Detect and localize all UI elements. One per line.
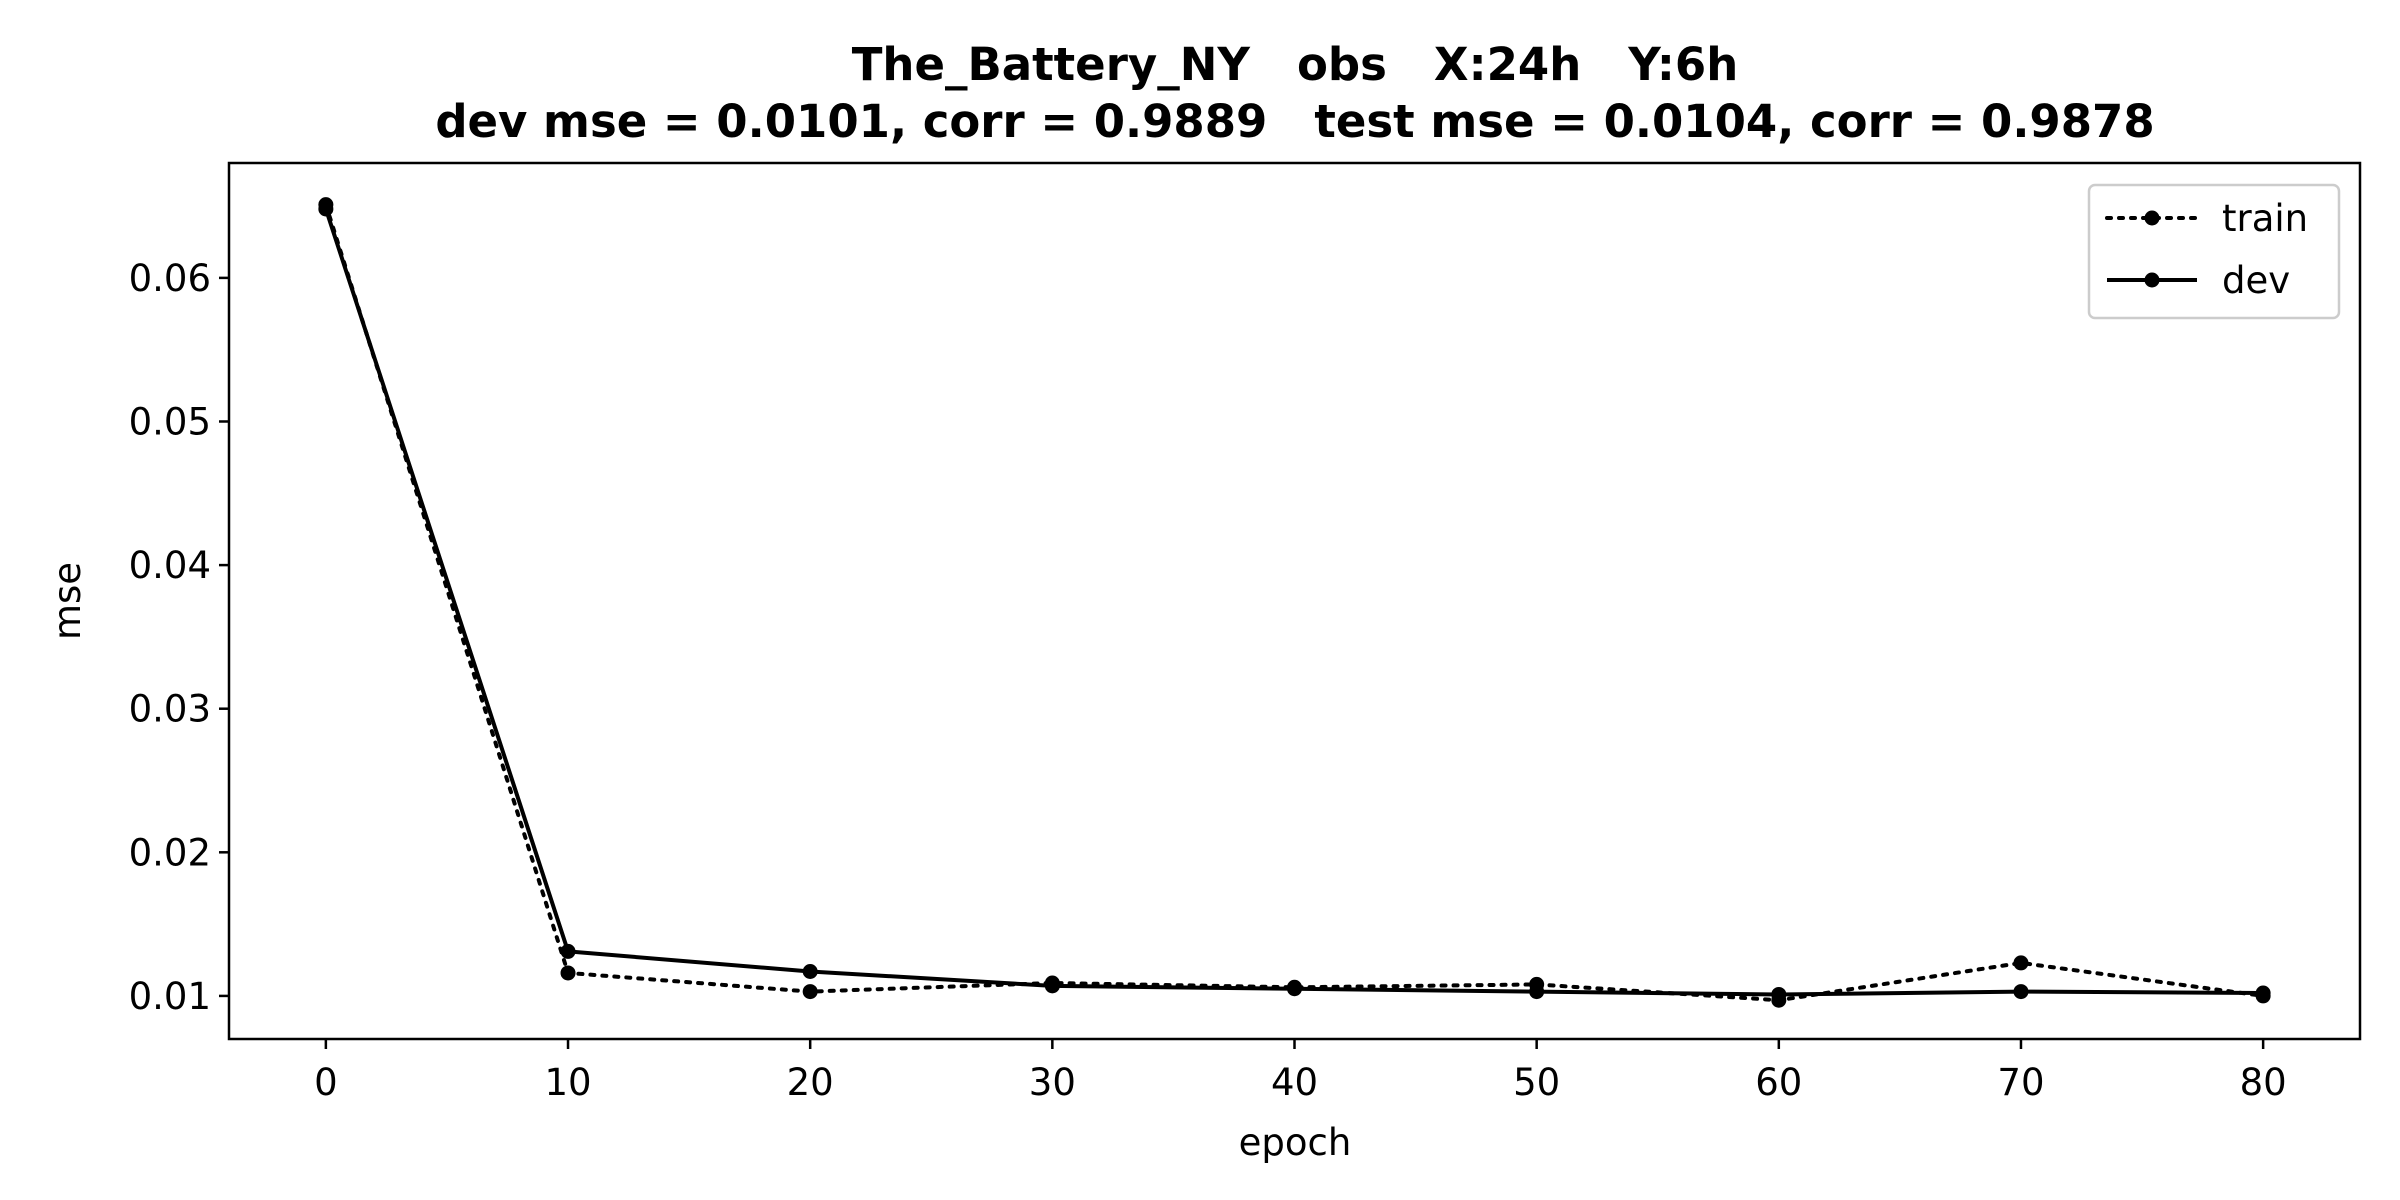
y-axis-ticks: 0.01 0.02 0.03 0.04 0.05 0.06: [129, 257, 229, 1018]
series-dev: [318, 201, 2271, 1002]
plot-area-frame: [227, 161, 2362, 1041]
data-point-dev: [2013, 984, 2029, 1000]
legend-marker-train: [2144, 210, 2160, 226]
data-point-dev: [1771, 986, 1787, 1002]
data-point-train: [802, 984, 818, 1000]
legend-label-train: train: [2222, 197, 2308, 240]
legend: train dev: [2087, 183, 2341, 320]
x-tick-label: 40: [1271, 1061, 1318, 1104]
series-train: [318, 197, 2271, 1008]
legend-item-train: train: [2105, 197, 2308, 240]
data-point-dev: [802, 964, 818, 980]
x-tick-label: 50: [1513, 1061, 1560, 1104]
y-tick-label: 0.05: [129, 400, 211, 443]
y-tick-label: 0.01: [129, 975, 211, 1018]
series-layer: [318, 197, 2271, 1008]
x-tick-label: 60: [1755, 1061, 1802, 1104]
data-point-dev: [1529, 984, 1545, 1000]
y-tick-label: 0.04: [129, 544, 211, 587]
series-line-train: [323, 202, 2266, 1003]
x-tick-label: 20: [787, 1061, 834, 1104]
x-tick-label: 10: [544, 1061, 591, 1104]
y-tick-label: 0.06: [129, 257, 211, 300]
chart-title-line1: The_Battery_NY obs X:24h Y:6h: [852, 38, 1739, 91]
legend-item-dev: dev: [2107, 259, 2290, 302]
data-point-train: [2013, 955, 2029, 971]
series-line-dev: [323, 208, 2264, 997]
x-axis-label: epoch: [1239, 1121, 1352, 1164]
data-point-dev: [1044, 978, 1060, 994]
data-point-dev: [2255, 985, 2271, 1001]
legend-marker-dev: [2144, 272, 2160, 288]
x-tick-label: 70: [1997, 1061, 2044, 1104]
data-point-train: [560, 965, 576, 981]
y-tick-label: 0.03: [129, 688, 211, 731]
data-point-dev: [318, 201, 334, 217]
data-point-dev: [560, 943, 576, 959]
data-point-dev: [1287, 981, 1302, 997]
y-axis-label: mse: [46, 562, 89, 640]
x-axis-ticks: 0 10 20 30 40 50 60 70 80: [314, 1039, 2287, 1104]
x-tick-label: 30: [1029, 1061, 1076, 1104]
legend-label-dev: dev: [2222, 259, 2290, 302]
chart-title-line2: dev mse = 0.0101, corr = 0.9889 test mse…: [435, 95, 2154, 148]
y-tick-label: 0.02: [129, 831, 211, 874]
x-tick-label: 0: [314, 1061, 338, 1104]
x-tick-label: 80: [2240, 1061, 2287, 1104]
